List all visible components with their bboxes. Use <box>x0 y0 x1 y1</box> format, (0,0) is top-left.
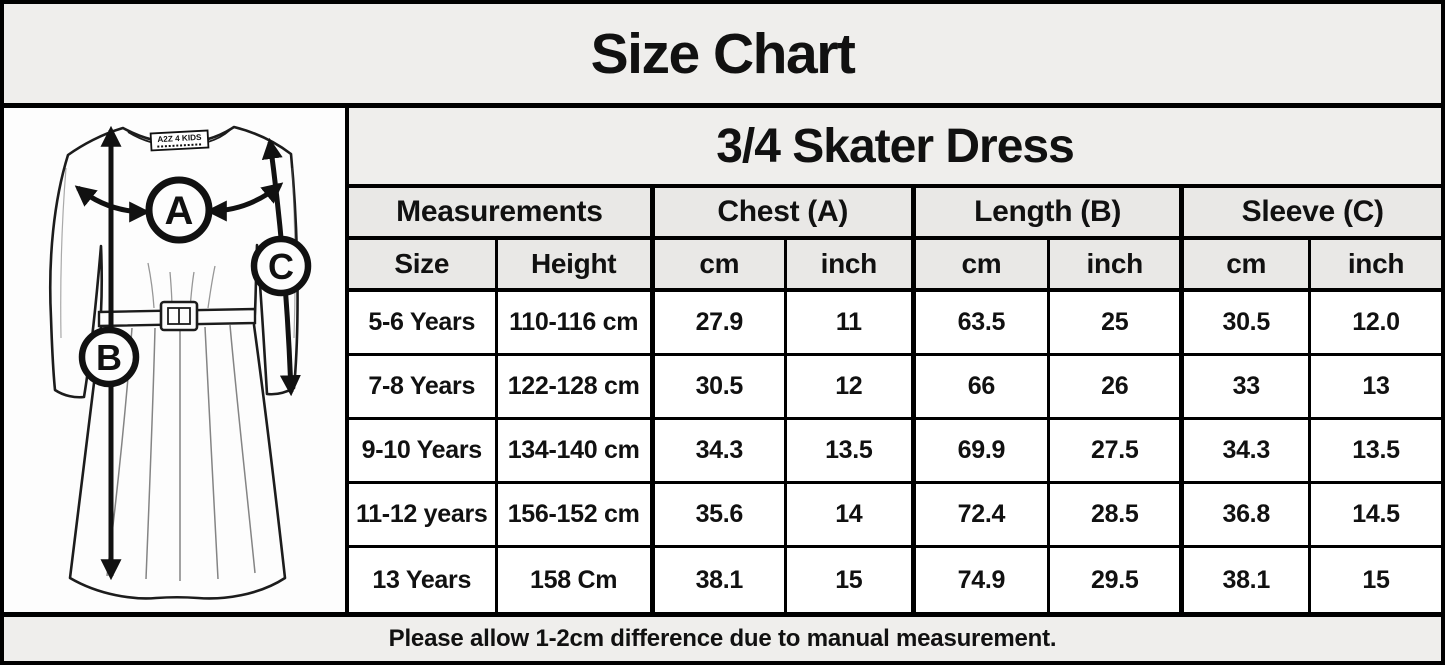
table-cell: 28.5 <box>1050 484 1185 548</box>
marker-b-label: B <box>96 337 122 378</box>
table-cell: 33 <box>1184 356 1312 420</box>
table-cell: 25 <box>1050 292 1185 356</box>
table-cell: 9-10 Years <box>349 420 498 484</box>
table-cell: 14 <box>786 484 916 548</box>
table-cell: 66 <box>915 356 1051 420</box>
table-cell: 36.8 <box>1184 484 1312 548</box>
table-cell: 74.9 <box>915 548 1051 612</box>
content-area: A2Z 4 KIDS A B C <box>4 108 1441 612</box>
sub-header-size: Size <box>349 240 498 292</box>
dress-illustration-panel: A2Z 4 KIDS A B C <box>4 108 349 612</box>
table-cell: 110-116 cm <box>497 292 655 356</box>
table-cell: 38.1 <box>1184 548 1312 612</box>
sub-header-length-cm: cm <box>915 240 1051 292</box>
sub-header-chest-cm: cm <box>654 240 787 292</box>
table-cell: 12.0 <box>1311 292 1441 356</box>
table-cell: 15 <box>1311 548 1441 612</box>
table-cell: 11 <box>786 292 916 356</box>
table-cell: 13 Years <box>349 548 498 612</box>
product-title: 3/4 Skater Dress <box>349 108 1441 188</box>
length-marker: B <box>78 326 140 388</box>
table-cell: 35.6 <box>654 484 787 548</box>
group-header-length: Length (B) <box>915 188 1185 240</box>
table-cell: 15 <box>786 548 916 612</box>
sub-header-chest-inch: inch <box>786 240 916 292</box>
sub-header-sleeve-inch: inch <box>1311 240 1441 292</box>
table-cell: 26 <box>1050 356 1185 420</box>
sub-header-height: Height <box>497 240 655 292</box>
table-cell: 122-128 cm <box>497 356 655 420</box>
brand-label: A2Z 4 KIDS <box>149 129 210 152</box>
group-header-measurements: Measurements <box>349 188 655 240</box>
table-cell: 38.1 <box>654 548 787 612</box>
sub-header-sleeve-cm: cm <box>1184 240 1312 292</box>
group-header-chest: Chest (A) <box>654 188 916 240</box>
table-cell: 69.9 <box>915 420 1051 484</box>
table-cell: 5-6 Years <box>349 292 498 356</box>
group-header-sleeve: Sleeve (C) <box>1184 188 1441 240</box>
table-cell: 72.4 <box>915 484 1051 548</box>
table-cell: 13.5 <box>1311 420 1441 484</box>
table-cell: 156-152 cm <box>497 484 655 548</box>
table-cell: 14.5 <box>1311 484 1441 548</box>
chest-arrow-right <box>205 182 284 222</box>
table-cell: 7-8 Years <box>349 356 498 420</box>
brand-label-text: A2Z 4 KIDS <box>157 133 202 144</box>
size-table: 3/4 Skater Dress Measurements Chest (A) … <box>349 108 1441 612</box>
table-cell: 30.5 <box>654 356 787 420</box>
table-cell: 27.9 <box>654 292 787 356</box>
measurement-note: Please allow 1-2cm difference due to man… <box>388 625 1057 652</box>
sub-header-length-inch: inch <box>1050 240 1185 292</box>
marker-a-label: A <box>165 189 194 233</box>
table-cell: 63.5 <box>915 292 1051 356</box>
table-cell: 158 Cm <box>497 548 655 612</box>
table-cell: 27.5 <box>1050 420 1185 484</box>
chest-arrow-left <box>74 185 151 223</box>
table-cell: 30.5 <box>1184 292 1312 356</box>
measurement-note-band: Please allow 1-2cm difference due to man… <box>4 612 1441 661</box>
table-cell: 13.5 <box>786 420 916 484</box>
table-cell: 34.3 <box>1184 420 1312 484</box>
page-title: Size Chart <box>590 21 856 86</box>
table-cell: 29.5 <box>1050 548 1185 612</box>
sleeve-marker: C <box>250 235 312 297</box>
chest-marker: A <box>145 176 213 244</box>
table-cell: 134-140 cm <box>497 420 655 484</box>
marker-c-label: C <box>268 246 294 287</box>
sleeve-crease-left <box>60 167 67 339</box>
table-cell: 13 <box>1311 356 1441 420</box>
title-band: Size Chart <box>4 4 1441 108</box>
table-cell: 11-12 years <box>349 484 498 548</box>
table-cell: 34.3 <box>654 420 787 484</box>
table-cell: 12 <box>786 356 916 420</box>
dress-measurement-diagram-icon: A2Z 4 KIDS A B C <box>48 125 312 600</box>
